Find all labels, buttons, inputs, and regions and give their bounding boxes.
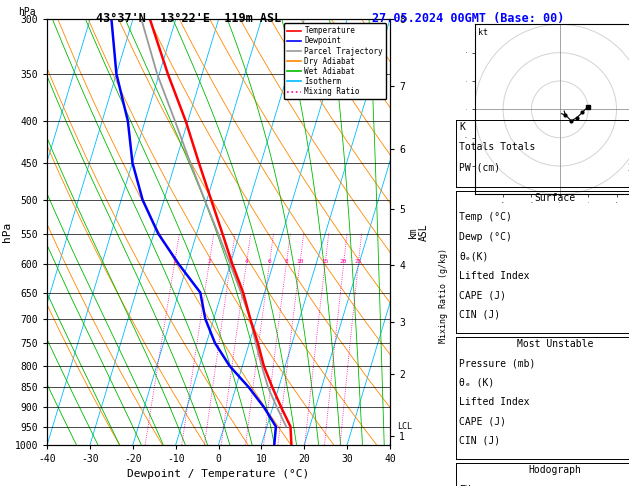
Text: CAPE (J): CAPE (J) xyxy=(459,417,506,427)
Text: Surface: Surface xyxy=(535,193,576,203)
Text: Mixing Ratio (g/kg): Mixing Ratio (g/kg) xyxy=(439,248,448,343)
Text: Lifted Index: Lifted Index xyxy=(459,271,530,281)
Text: Pressure (mb): Pressure (mb) xyxy=(459,358,535,368)
Y-axis label: km
ASL: km ASL xyxy=(408,223,429,241)
Text: 43°37'N  13°22'E  119m ASL: 43°37'N 13°22'E 119m ASL xyxy=(96,12,281,25)
Y-axis label: hPa: hPa xyxy=(2,222,12,242)
Text: 1: 1 xyxy=(172,259,176,264)
Text: 6: 6 xyxy=(267,259,271,264)
Text: Hodograph: Hodograph xyxy=(528,465,582,475)
Text: CAPE (J): CAPE (J) xyxy=(459,290,506,300)
Text: θₑ (K): θₑ (K) xyxy=(459,378,494,388)
Text: 8: 8 xyxy=(284,259,288,264)
Text: θₑ(K): θₑ(K) xyxy=(459,251,489,261)
Text: 15.5: 15.5 xyxy=(628,212,629,223)
Legend: Temperature, Dewpoint, Parcel Trajectory, Dry Adiabat, Wet Adiabat, Isotherm, Mi: Temperature, Dewpoint, Parcel Trajectory… xyxy=(284,23,386,99)
Text: 2: 2 xyxy=(207,259,211,264)
Text: Dewp (°C): Dewp (°C) xyxy=(459,232,512,242)
Text: K: K xyxy=(459,122,465,132)
Text: 20: 20 xyxy=(340,259,347,264)
Text: 15: 15 xyxy=(321,259,329,264)
Text: CIN (J): CIN (J) xyxy=(459,436,500,446)
Text: EH: EH xyxy=(459,485,471,486)
Text: Temp (°C): Temp (°C) xyxy=(459,212,512,223)
Text: 27.05.2024 00GMT (Base: 00): 27.05.2024 00GMT (Base: 00) xyxy=(372,12,565,25)
Text: Most Unstable: Most Unstable xyxy=(517,339,593,349)
Text: 10: 10 xyxy=(296,259,304,264)
Text: 3: 3 xyxy=(228,259,232,264)
Text: CIN (J): CIN (J) xyxy=(459,310,500,320)
X-axis label: Dewpoint / Temperature (°C): Dewpoint / Temperature (°C) xyxy=(128,469,309,479)
Text: kt: kt xyxy=(478,28,488,37)
Text: 12.1: 12.1 xyxy=(628,232,629,242)
Text: LCL: LCL xyxy=(397,422,412,431)
Text: 25: 25 xyxy=(355,259,362,264)
Text: Lifted Index: Lifted Index xyxy=(459,397,530,407)
Text: PW (cm): PW (cm) xyxy=(459,163,500,173)
Text: 2.35: 2.35 xyxy=(628,163,629,173)
Text: hPa: hPa xyxy=(18,7,36,17)
Text: Totals Totals: Totals Totals xyxy=(459,142,535,153)
Text: 4: 4 xyxy=(245,259,248,264)
